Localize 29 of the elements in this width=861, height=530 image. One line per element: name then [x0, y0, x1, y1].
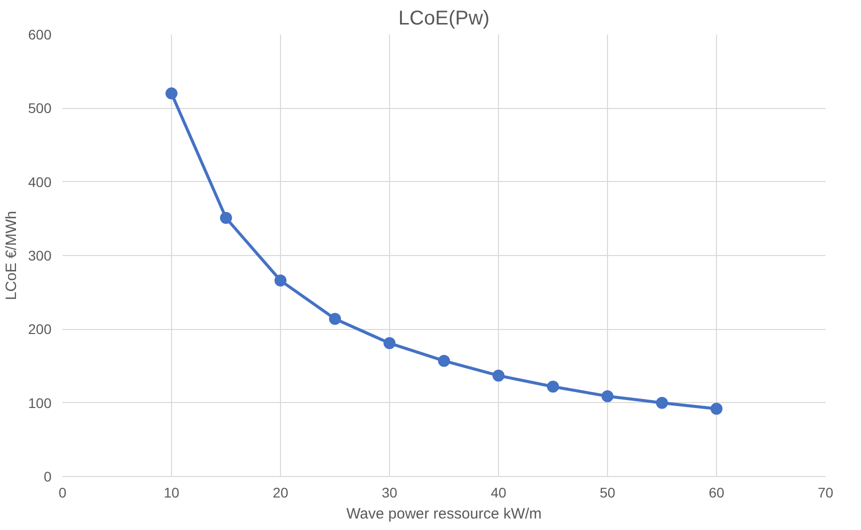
- chart-title: LCoE(Pw): [398, 8, 490, 30]
- y-tick-label: 600: [28, 26, 52, 42]
- point: [547, 380, 559, 393]
- x-tick-label: 20: [272, 484, 288, 500]
- y-tick-label: 400: [28, 174, 52, 190]
- x-axis-title: Wave power ressource kW/m: [346, 506, 542, 522]
- point: [602, 390, 614, 402]
- x-tick-label: 10: [164, 484, 180, 500]
- x-tick-label: 0: [58, 484, 67, 500]
- x-tick-label: 60: [708, 484, 724, 500]
- point: [329, 312, 341, 325]
- y-tick-label: 100: [28, 394, 52, 411]
- point: [220, 212, 232, 224]
- x-tick-label: 50: [600, 484, 616, 500]
- y-tick-label: 200: [28, 321, 52, 338]
- point: [274, 274, 286, 287]
- point: [656, 396, 668, 409]
- y-tick-label: 500: [28, 100, 52, 116]
- point: [384, 337, 396, 350]
- y-tick-label: 0: [44, 468, 52, 484]
- point: [492, 370, 504, 382]
- point: [710, 402, 722, 415]
- y-axis-title: LCoE €/MWh: [3, 210, 20, 300]
- point: [438, 354, 450, 367]
- y-tick-label: 300: [28, 248, 52, 264]
- x-tick-label: 40: [490, 484, 506, 500]
- point: [166, 87, 178, 100]
- x-tick-label: 30: [382, 484, 398, 500]
- x-tick-label: 70: [818, 484, 834, 500]
